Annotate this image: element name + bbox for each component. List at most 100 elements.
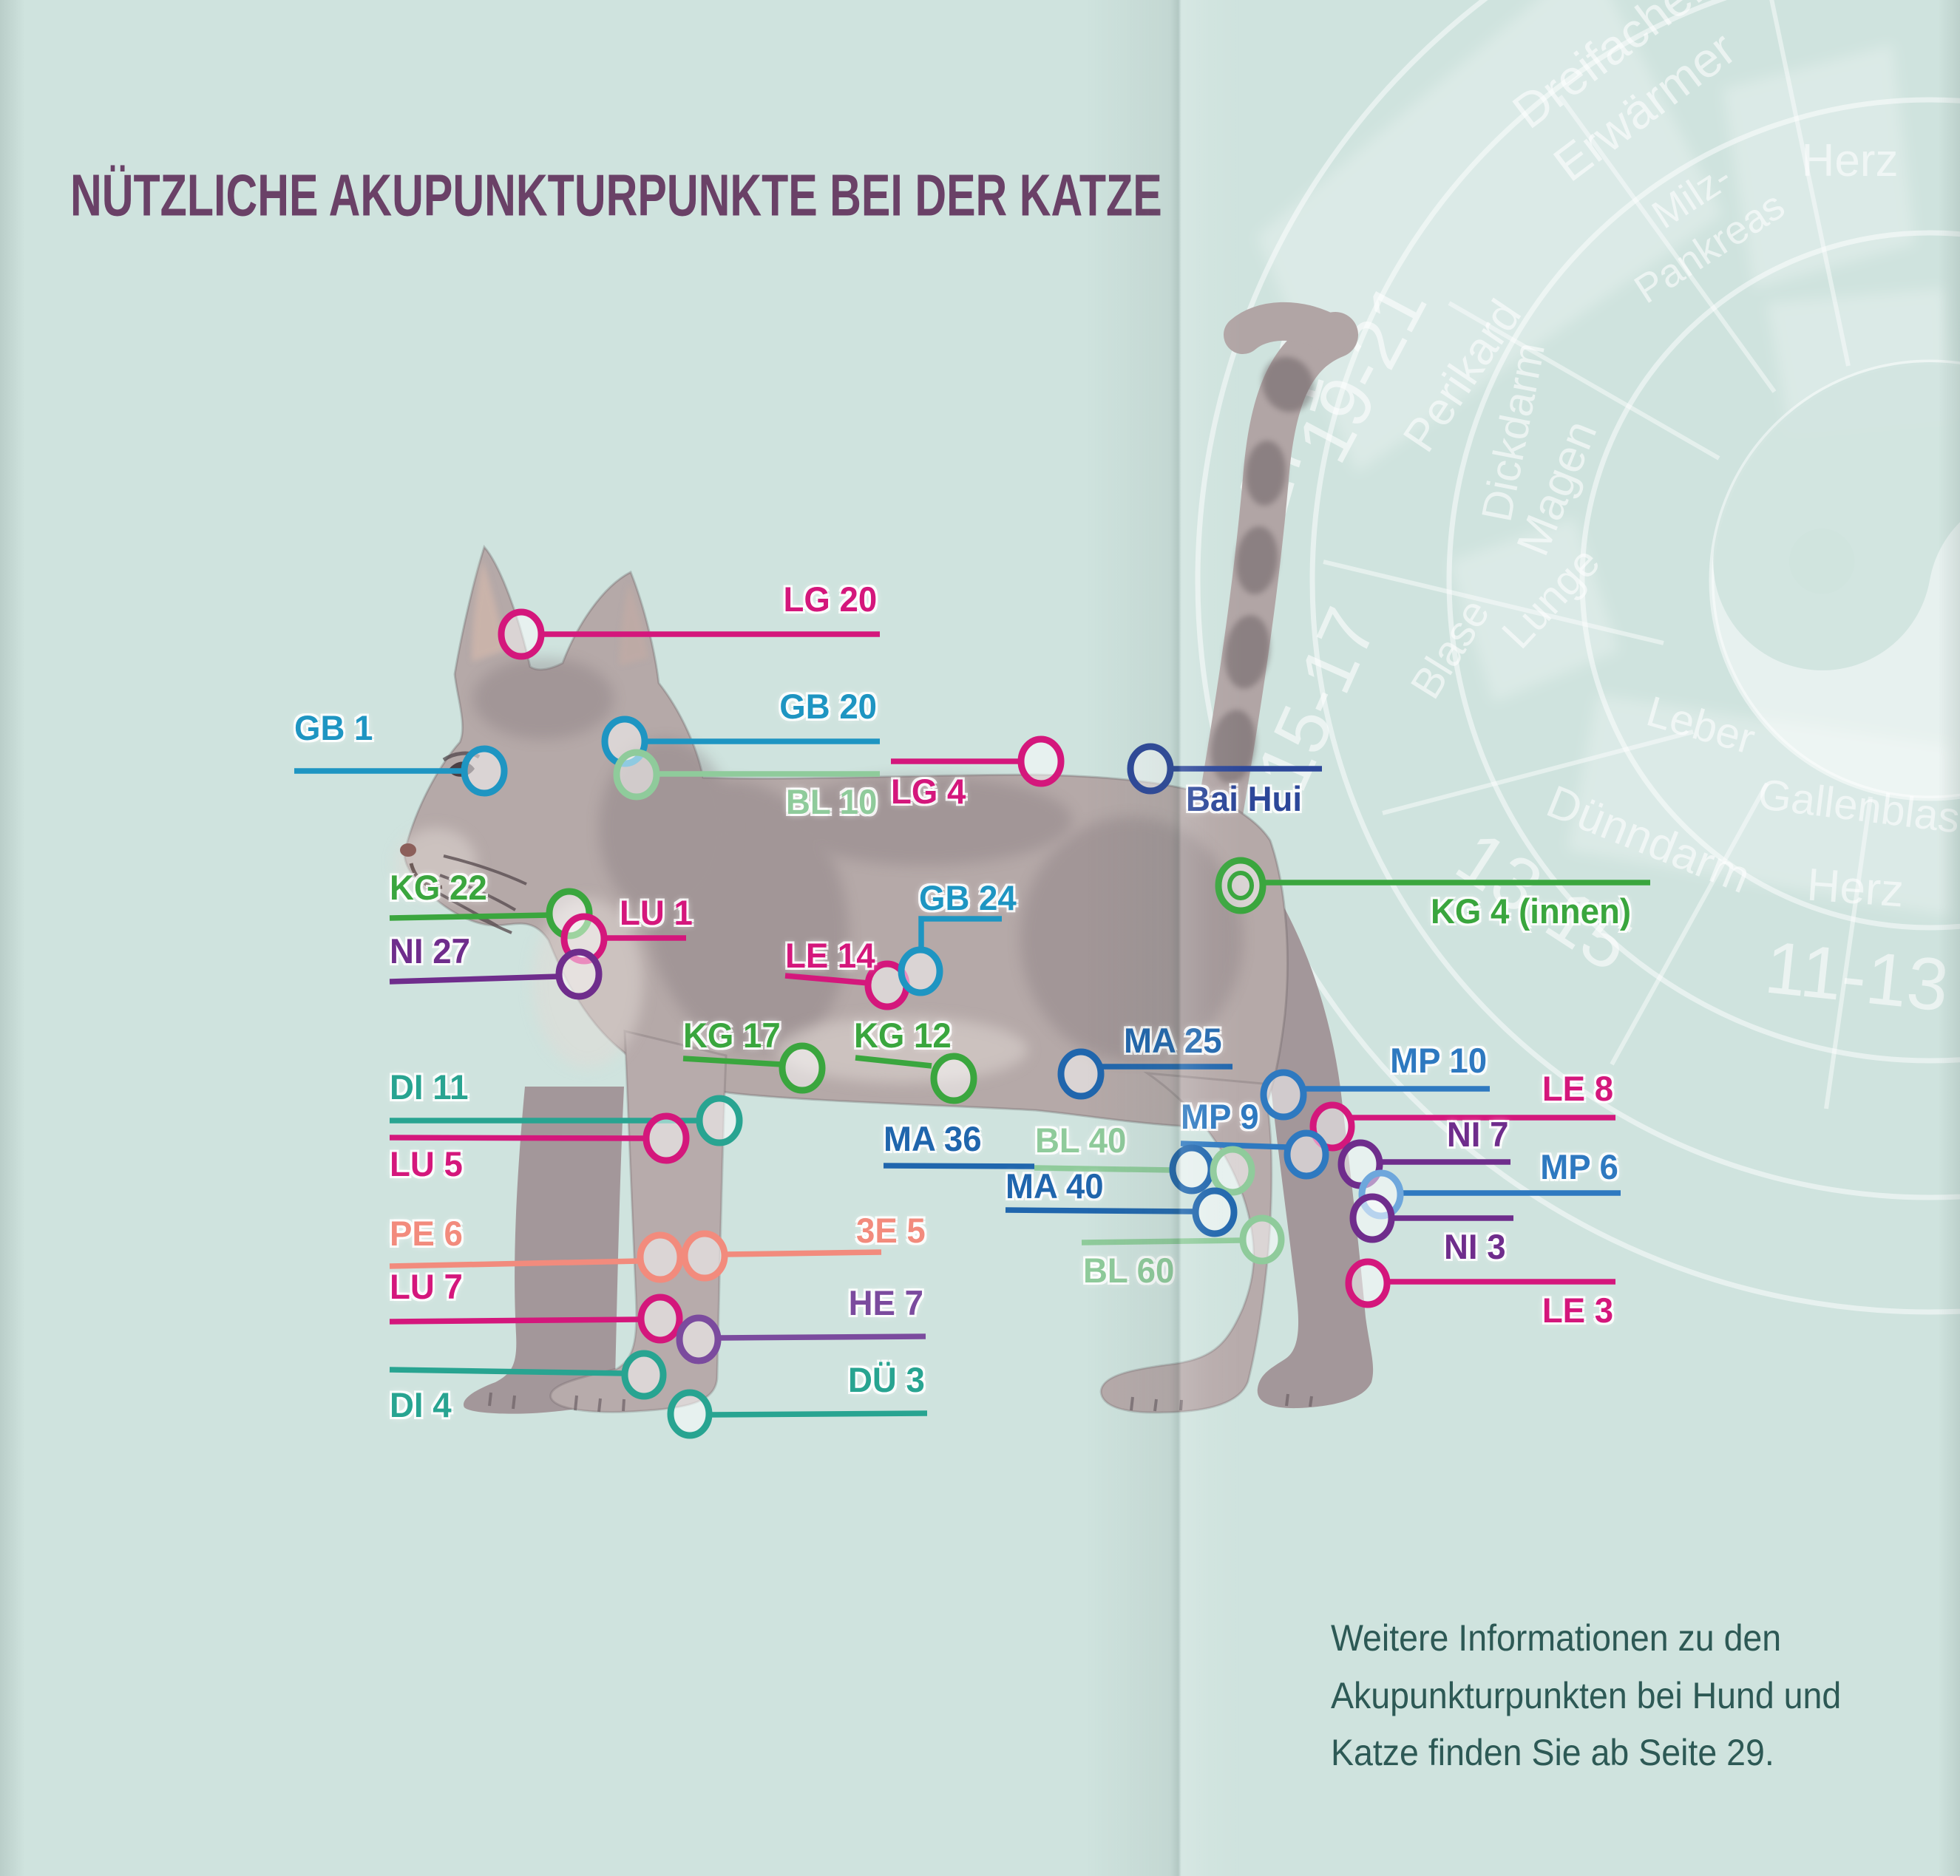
acupoint-label-KG12: KG 12 (854, 1016, 952, 1055)
leader-line-KG17 (682, 1056, 782, 1067)
acupoint-marker-inner-KG4I (1227, 871, 1254, 900)
acupoint-label-DI11: DI 11 (390, 1067, 469, 1107)
leader-line-KG22 (389, 912, 550, 921)
acupoint-label-PE6: PE 6 (390, 1214, 463, 1253)
acupoint-label-KG4I: KG 4 (innen) (1431, 891, 1632, 931)
acupoint-marker-KG12 (930, 1053, 977, 1104)
page-right-edge-shadow (1938, 0, 1960, 1876)
acupoint-label-GB24: GB 24 (919, 878, 1017, 917)
cat-far-front-leg (463, 1087, 624, 1414)
page-left-edge-shadow (0, 0, 25, 1876)
acupoint-label-KG22: KG 22 (390, 868, 487, 907)
acupoint-marker-DI4 (621, 1350, 667, 1400)
acupoint-label-BAIHUI: Bai Hui (1186, 779, 1303, 818)
leader-line-HE7 (718, 1333, 926, 1341)
footer-line-1: Weitere Informationen zu den (1331, 1617, 1782, 1659)
footer-note: Weitere Informationen zu den Akupunkturp… (1331, 1610, 1854, 1782)
acupoint-label-LU1: LU 1 (620, 893, 693, 932)
acupoint-markers (461, 608, 1404, 1439)
acupoint-marker-MA40 (1192, 1187, 1238, 1237)
acupoint-marker-DI11 (696, 1095, 743, 1146)
acupoint-marker-MA36 (1169, 1144, 1215, 1194)
acupoint-marker-MP10 (1260, 1069, 1307, 1121)
footer-line-2: Akupunkturpunkten bei Hund und (1331, 1674, 1842, 1716)
acupoint-label-BL40: BL 40 (1035, 1121, 1127, 1160)
acupoint-label-DUE3: DÜ 3 (848, 1360, 925, 1399)
acupoint-marker-LG4 (1017, 735, 1065, 787)
leader-line-LE14 (784, 973, 869, 986)
acupoint-label-NI3: NI 3 (1444, 1227, 1506, 1266)
cat-ear2-inner (620, 584, 648, 665)
acupoint-marker-MP9 (1284, 1129, 1329, 1180)
acupoint-marker-BL60 (1239, 1214, 1285, 1265)
acupoint-marker-GB1 (461, 745, 508, 797)
acupoint-marker-KG4I (1215, 857, 1266, 914)
acupoint-marker-BL10 (613, 749, 660, 801)
acupoint-marker-NI27 (555, 948, 603, 1000)
leader-line-MA40 (1005, 1207, 1193, 1214)
acupoint-label-MA40: MA 40 (1006, 1166, 1104, 1206)
cat-mouth (409, 863, 443, 889)
acupoint-label-LU5: LU 5 (390, 1144, 463, 1183)
acupoint-marker-KG17 (779, 1042, 826, 1094)
leader-line-3E5 (725, 1249, 882, 1257)
acupoint-marker-BAIHUI (1127, 743, 1174, 795)
acupoint-label-MP6: MP 6 (1540, 1147, 1618, 1186)
acupoint-marker-DUE3 (667, 1389, 713, 1439)
acupoint-marker-3E5 (681, 1230, 728, 1282)
acupoint-label-GB20: GB 20 (779, 687, 878, 726)
acupoint-label-HE7: HE 7 (848, 1283, 923, 1322)
acupoint-marker-LE8 (1309, 1101, 1355, 1152)
leader-line-DI4 (389, 1367, 625, 1376)
acupoint-label-MA25: MA 25 (1124, 1021, 1222, 1060)
leader-line-GB24 (918, 916, 1002, 951)
leader-line-LU7 (389, 1316, 641, 1325)
acupoint-marker-NI3 (1349, 1193, 1395, 1243)
acupoint-marker-BL40 (1210, 1146, 1255, 1196)
acupoint-marker-LE3 (1345, 1258, 1391, 1308)
leader-line-NI27 (389, 973, 560, 985)
leader-line-PE6 (389, 1258, 640, 1269)
acupoint-label-DI4: DI 4 (390, 1385, 452, 1424)
leader-line-DUE3 (709, 1410, 928, 1418)
organ-clock-label: Herz (1802, 135, 1899, 186)
acupoint-label-MP9: MP 9 (1181, 1097, 1259, 1136)
acupoint-label-LG20: LG 20 (783, 580, 878, 619)
organ-clock-label: Herz (1805, 860, 1905, 917)
acupoint-label-NI27: NI 27 (390, 931, 470, 971)
acupoint-label-LU7: LU 7 (390, 1267, 463, 1306)
acupoint-label-LG4: LG 4 (891, 772, 966, 811)
footer-line-3: Katze finden Sie ab Seite 29. (1331, 1732, 1774, 1773)
acupoint-marker-LG20 (498, 608, 545, 660)
acupoint-marker-HE7 (676, 1314, 722, 1364)
acupoint-label-LE8: LE 8 (1542, 1069, 1614, 1108)
cat-ear-inner (472, 560, 506, 662)
acupoint-label-LE14: LE 14 (785, 936, 875, 975)
acupoint-label-BL10: BL 10 (785, 782, 878, 821)
acupoint-marker-PE6 (637, 1231, 684, 1283)
leader-lines (294, 631, 1650, 1418)
cat-tail-tip (1224, 302, 1350, 354)
acupoint-label-MA36: MA 36 (884, 1119, 982, 1158)
acupoint-marker-GB24 (898, 946, 943, 996)
leader-line-MP9 (1180, 1141, 1289, 1150)
organ-clock-label: 11-13 (1761, 926, 1953, 1027)
page-title: NÜTZLICHE AKUPUNKTURPUNKTE BEI DER KATZE (70, 162, 1162, 228)
acupoint-label-GB1: GB 1 (294, 708, 373, 747)
acupoint-label-MP10: MP 10 (1390, 1041, 1488, 1080)
acupoint-marker-LU5 (642, 1112, 690, 1164)
cat-whiskers (435, 854, 527, 934)
acupoint-label-KG17: KG 17 (683, 1016, 781, 1055)
acupoint-marker-MA25 (1057, 1048, 1105, 1100)
acupoint-label-NI7: NI 7 (1446, 1115, 1509, 1154)
leader-line-BL40 (1034, 1165, 1173, 1173)
acupoint-label-3E5: 3E 5 (856, 1211, 926, 1250)
acupoint-marker-LU7 (637, 1294, 683, 1344)
acupoint-label-LE3: LE 3 (1542, 1291, 1614, 1330)
leader-line-BL60 (1081, 1237, 1241, 1245)
leader-line-KG12 (855, 1055, 932, 1069)
acupoint-label-BL60: BL 60 (1083, 1251, 1175, 1290)
cat-nose (400, 843, 416, 857)
